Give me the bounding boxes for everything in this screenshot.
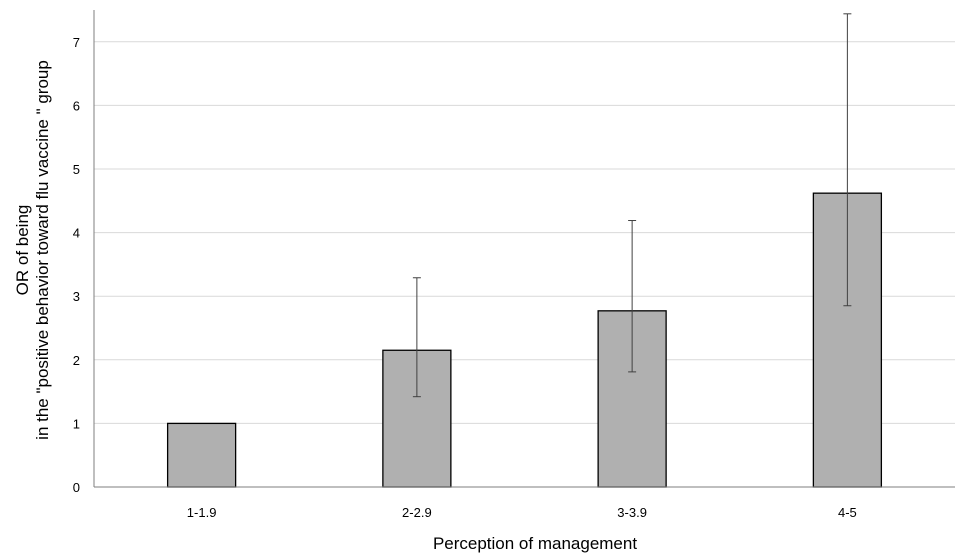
y-axis-title-line2: in the "positive behavior toward flu vac… bbox=[33, 60, 52, 440]
x-tick-label: 2-2.9 bbox=[402, 505, 432, 520]
axes bbox=[93, 10, 955, 488]
y-tick-label: 1 bbox=[73, 416, 80, 431]
y-tick-label: 2 bbox=[73, 353, 80, 368]
y-tick-label: 7 bbox=[73, 35, 80, 50]
y-axis-title-line1: OR of being bbox=[13, 205, 32, 296]
gridlines bbox=[94, 41, 955, 424]
y-tick-label: 0 bbox=[73, 480, 80, 495]
bar bbox=[166, 422, 237, 488]
y-tick-label: 6 bbox=[73, 98, 80, 113]
x-tick-labels: 1-1.9 2-2.9 3-3.9 4-5 bbox=[187, 505, 857, 520]
y-tick-labels: 0 1 2 3 4 5 6 7 bbox=[73, 35, 80, 495]
x-tick-label: 4-5 bbox=[838, 505, 857, 520]
y-tick-label: 3 bbox=[73, 289, 80, 304]
x-tick-label: 1-1.9 bbox=[187, 505, 217, 520]
bars bbox=[166, 192, 883, 488]
error-bars bbox=[412, 13, 852, 398]
x-tick-label: 3-3.9 bbox=[617, 505, 647, 520]
y-axis-title: OR of being in the "positive behavior to… bbox=[13, 60, 52, 440]
y-tick-label: 4 bbox=[73, 226, 80, 241]
y-tick-label: 5 bbox=[73, 162, 80, 177]
x-axis-title: Perception of management bbox=[433, 534, 637, 553]
